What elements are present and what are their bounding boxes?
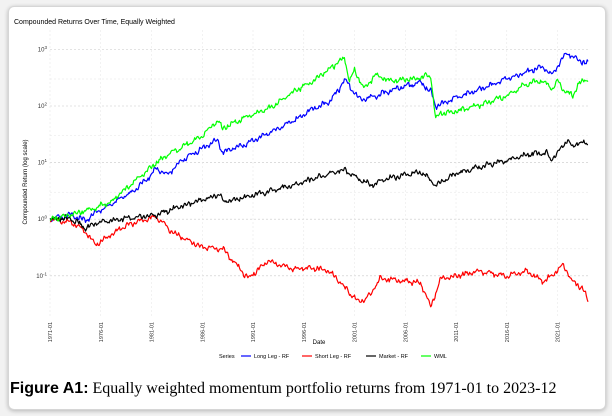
y-tick-label: 102 (38, 101, 48, 110)
x-tick-label: 2006-01 (403, 322, 409, 342)
chart-title: Compounded Returns Over Time, Equally We… (14, 19, 175, 26)
figure-card (8, 6, 606, 410)
x-tick-label: 2011-01 (454, 322, 460, 342)
y-tick-label: 10-1 (36, 271, 47, 280)
x-tick-label: 1981-01 (150, 322, 156, 342)
x-tick-label: 2016-01 (505, 322, 511, 342)
x-tick-label: 1976-01 (99, 322, 105, 342)
legend-title: Series (219, 354, 235, 360)
legend-label: WML (434, 354, 447, 360)
caption-label: Figure A1: (10, 380, 89, 397)
legend-label: Market - RF (379, 354, 409, 360)
x-tick-label: 1971-01 (48, 322, 54, 342)
x-tick-label: 2001-01 (353, 322, 359, 342)
x-tick-label: 1991-01 (251, 322, 257, 342)
x-tick-label: 1996-01 (302, 322, 308, 342)
series-line (49, 139, 589, 232)
x-axis-label: Date (313, 340, 326, 346)
y-tick-label: 100 (38, 215, 48, 224)
x-tick-label: 1986-01 (200, 322, 206, 342)
caption-text: Equally weighted momentum portfolio retu… (88, 380, 557, 397)
x-tick-label: 2021-01 (556, 322, 562, 342)
series-line (49, 52, 589, 223)
y-axis-label: Compounded Return (log scale) (23, 139, 29, 224)
y-tick-label: 103 (38, 45, 48, 54)
series-line (49, 214, 589, 308)
figure-caption: Figure A1: Equally weighted momentum por… (10, 380, 556, 398)
legend-label: Long Leg - RF (254, 354, 290, 360)
series-line (49, 56, 589, 222)
y-tick-label: 101 (38, 158, 48, 167)
legend-label: Short Leg - RF (315, 354, 352, 360)
